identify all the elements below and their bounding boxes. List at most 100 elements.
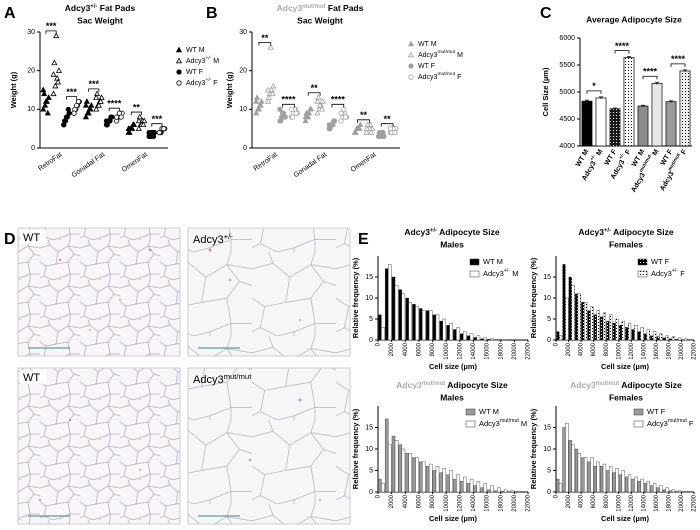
bar (665, 101, 677, 147)
y-tick-label: 15 (543, 274, 551, 281)
histogram-bar (378, 314, 382, 341)
marker (314, 109, 321, 116)
error-bar (585, 99, 589, 103)
image-label: Adcy3+/- (193, 232, 233, 246)
y-tick-label: 0 (369, 489, 373, 496)
histogram-bar (422, 461, 426, 493)
y-axis-label: Cell Size (µm) (541, 67, 550, 116)
significance-bracket (614, 50, 630, 54)
significance-bracket (670, 63, 686, 67)
bar (651, 83, 663, 147)
legend-marker (176, 69, 182, 75)
scale-bars (28, 347, 240, 517)
x-tick-label: 16000 (485, 342, 491, 359)
y-tick-label: 15 (365, 274, 373, 281)
marker (41, 90, 48, 97)
x-tick-label: 6000 (416, 342, 422, 356)
marker (319, 98, 326, 104)
marker (278, 118, 284, 124)
marker (146, 129, 152, 136)
error-bar (627, 56, 631, 59)
histogram-bar (398, 289, 403, 341)
histogram-bar (480, 338, 484, 341)
y-tick-label: 5 (369, 467, 373, 474)
histogram-bar (671, 336, 676, 341)
histogram-bar (640, 327, 644, 341)
x-tick-label: 22000 (526, 342, 532, 359)
marker (254, 94, 261, 100)
legend-label: WT M (479, 407, 499, 416)
histology-panel: D WT Adcy3+/- WT Adcy3mut/mut (4, 227, 351, 525)
histogram-bar (394, 285, 399, 341)
chart-title: Adcy3mut/mut Fat Pads (277, 3, 364, 13)
y-axis-label: Weight (g) (225, 71, 234, 108)
significance-bracket (45, 30, 57, 34)
marker (114, 114, 120, 120)
histogram-bar (609, 314, 613, 341)
histogram-bar (469, 333, 474, 341)
histogram-bar (634, 476, 638, 493)
histogram-bar (422, 310, 426, 341)
histogram-bar (574, 293, 579, 341)
marker (318, 105, 325, 112)
marker (342, 114, 349, 120)
histogram-bar (625, 476, 629, 493)
chart-subtitle: Females (609, 392, 643, 402)
histogram-bar (466, 483, 471, 493)
histogram-bar (590, 306, 594, 341)
marker (363, 125, 370, 131)
histogram-bar (439, 472, 443, 493)
bar (581, 100, 593, 147)
legend-label: Adcy3mut/mut F (418, 71, 461, 81)
histogram-bar (602, 312, 607, 341)
histogram-bar (405, 297, 409, 341)
x-tick-label: 20000 (679, 342, 685, 359)
histogram-bar (442, 468, 447, 493)
legend-marker (175, 46, 183, 53)
marker (351, 129, 358, 135)
x-tick-label: 14000 (641, 342, 647, 359)
x-tick-label: 0 (554, 494, 560, 498)
histogram-bar (562, 427, 566, 493)
y-tick-label: 0 (243, 145, 247, 152)
significance-label: **** (671, 54, 686, 64)
histogram-bar (621, 320, 625, 341)
histogram-bar (634, 325, 638, 341)
bar (637, 105, 649, 147)
y-tick-label: 6000 (559, 35, 575, 42)
histogram-bar (640, 478, 644, 493)
histogram-bar (625, 327, 629, 341)
chart-title: Adcy3mut/mut Adipocyte Size (570, 380, 682, 390)
histogram-bar (558, 335, 563, 341)
legend-marker (407, 40, 415, 47)
x-tick-label: 22000 (692, 342, 698, 359)
histogram-bar (449, 323, 453, 341)
histogram-bar (503, 489, 508, 493)
legend-swatch (633, 420, 644, 428)
histogram-bar (656, 487, 660, 493)
legend-marker (408, 63, 414, 69)
marker (95, 102, 102, 108)
histogram-bar (480, 487, 484, 493)
histogram-bar (621, 470, 625, 493)
marker (85, 109, 92, 116)
marker (93, 105, 100, 112)
legend-label: Adcy3mut/mut F (647, 418, 694, 428)
significance-label: * (592, 81, 596, 91)
histogram-bar (568, 440, 572, 493)
legend-label: WT M (483, 257, 503, 266)
histogram-bar (415, 306, 419, 341)
x-tick-label: 16000 (485, 494, 491, 511)
chart-title: Adcy3mut/mut Adipocyte Size (396, 380, 508, 390)
marker (253, 109, 260, 116)
y-tick-label: 0 (31, 145, 35, 152)
x-tick-label: 18000 (666, 494, 672, 511)
marker (268, 86, 275, 93)
legend-swatch (633, 408, 644, 416)
histogram-bar (459, 333, 464, 341)
histogram-bar (675, 338, 679, 341)
marker (302, 113, 309, 120)
legend-swatch (465, 420, 476, 428)
histogram-bar (556, 331, 560, 341)
